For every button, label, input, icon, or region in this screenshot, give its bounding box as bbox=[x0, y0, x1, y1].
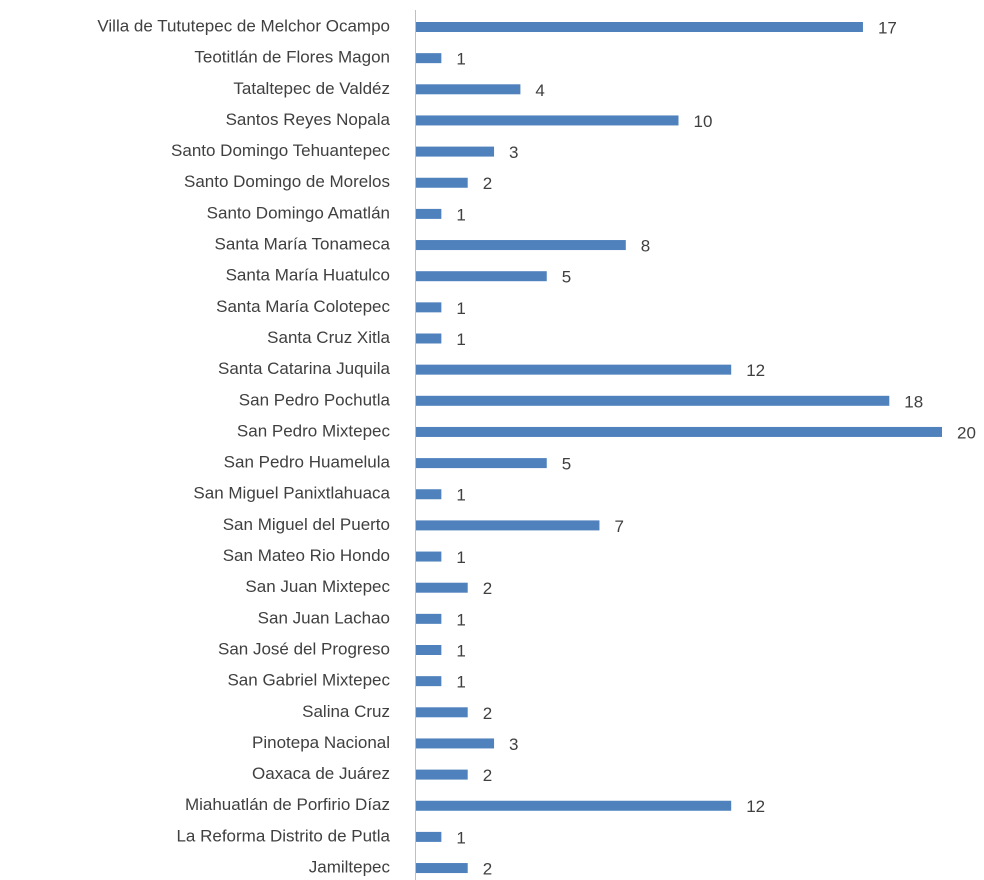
category-label: Santo Domingo Tehuantepec bbox=[171, 141, 390, 160]
data-label: 12 bbox=[746, 797, 765, 816]
category-label: Santa María Colotepec bbox=[216, 297, 390, 316]
category-label: La Reforma Distrito de Putla bbox=[176, 826, 390, 845]
category-label: Santa María Tonameca bbox=[215, 235, 391, 254]
data-label: 2 bbox=[483, 704, 492, 723]
bar bbox=[416, 863, 468, 874]
category-label: Pinotepa Nacional bbox=[252, 733, 390, 752]
bar bbox=[416, 676, 442, 687]
category-label: San Juan Mixtepec bbox=[245, 577, 390, 596]
data-label: 2 bbox=[483, 766, 492, 785]
bar bbox=[416, 520, 600, 531]
data-label: 1 bbox=[456, 50, 465, 69]
category-label: Tataltepec de Valdéz bbox=[233, 79, 390, 98]
data-label: 1 bbox=[456, 828, 465, 847]
bar bbox=[416, 333, 442, 344]
category-label: Santo Domingo Amatlán bbox=[207, 203, 390, 222]
category-label: San Miguel del Puerto bbox=[223, 515, 390, 534]
category-label: Santo Domingo de Morelos bbox=[184, 172, 390, 191]
category-label: San Pedro Pochutla bbox=[239, 390, 391, 409]
bar bbox=[416, 84, 521, 95]
bar bbox=[416, 271, 547, 282]
bar bbox=[416, 831, 442, 842]
category-label: San Mateo Rio Hondo bbox=[223, 546, 390, 565]
data-label: 1 bbox=[456, 299, 465, 318]
bar bbox=[416, 613, 442, 624]
bar bbox=[416, 707, 468, 718]
category-label: Jamiltepec bbox=[309, 858, 391, 877]
bar bbox=[416, 489, 442, 500]
category-label: Teotitlán de Flores Magon bbox=[194, 48, 390, 67]
data-label: 1 bbox=[456, 641, 465, 660]
bar bbox=[416, 53, 442, 64]
category-label: San Pedro Huamelula bbox=[224, 453, 391, 472]
bar bbox=[416, 22, 863, 32]
data-label: 1 bbox=[456, 610, 465, 629]
category-label: San José del Progreso bbox=[218, 639, 390, 658]
category-label: Oaxaca de Juárez bbox=[252, 764, 390, 783]
bar bbox=[416, 551, 442, 562]
data-label: 18 bbox=[904, 392, 923, 411]
data-label: 1 bbox=[456, 548, 465, 567]
category-label: San Gabriel Mixtepec bbox=[227, 671, 390, 690]
bar bbox=[416, 769, 468, 780]
bar bbox=[416, 146, 495, 157]
data-label: 1 bbox=[456, 673, 465, 692]
category-label: San Miguel Panixtlahuaca bbox=[193, 484, 390, 503]
data-label: 8 bbox=[641, 237, 650, 256]
data-label: 17 bbox=[878, 18, 897, 37]
data-label: 2 bbox=[483, 174, 492, 193]
category-label: San Juan Lachao bbox=[258, 608, 390, 627]
bar bbox=[416, 458, 547, 469]
data-label: 4 bbox=[535, 81, 544, 100]
data-label: 3 bbox=[509, 735, 518, 754]
data-label: 2 bbox=[483, 860, 492, 879]
bar bbox=[416, 426, 942, 437]
bar bbox=[416, 208, 442, 219]
data-label: 1 bbox=[456, 330, 465, 349]
category-label: Santa María Huatulco bbox=[226, 266, 390, 285]
category-label: Santa Cruz Xitla bbox=[267, 328, 390, 347]
bar bbox=[416, 177, 468, 188]
bar bbox=[416, 302, 442, 313]
bar bbox=[416, 582, 468, 593]
data-label: 3 bbox=[509, 143, 518, 162]
bar bbox=[416, 240, 626, 251]
bar bbox=[416, 738, 495, 749]
bar bbox=[416, 115, 679, 126]
category-label: San Pedro Mixtepec bbox=[237, 421, 391, 440]
bar bbox=[416, 800, 732, 811]
bar bbox=[416, 645, 442, 655]
data-label: 10 bbox=[694, 112, 713, 131]
data-label: 2 bbox=[483, 579, 492, 598]
data-label: 20 bbox=[957, 423, 976, 442]
bar bbox=[416, 364, 732, 375]
data-label: 1 bbox=[456, 205, 465, 224]
data-label: 7 bbox=[614, 517, 623, 536]
category-label: Santa Catarina Juquila bbox=[218, 359, 391, 378]
category-label: Villa de Tututepec de Melchor Ocampo bbox=[97, 16, 390, 35]
data-label: 5 bbox=[562, 455, 571, 474]
category-label: Santos Reyes Nopala bbox=[226, 110, 391, 129]
category-label: Salina Cruz bbox=[302, 702, 390, 721]
bar bbox=[416, 395, 890, 406]
data-label: 1 bbox=[456, 486, 465, 505]
data-label: 5 bbox=[562, 268, 571, 287]
category-label: Miahuatlán de Porfirio Díaz bbox=[185, 795, 390, 814]
data-label: 12 bbox=[746, 361, 765, 380]
